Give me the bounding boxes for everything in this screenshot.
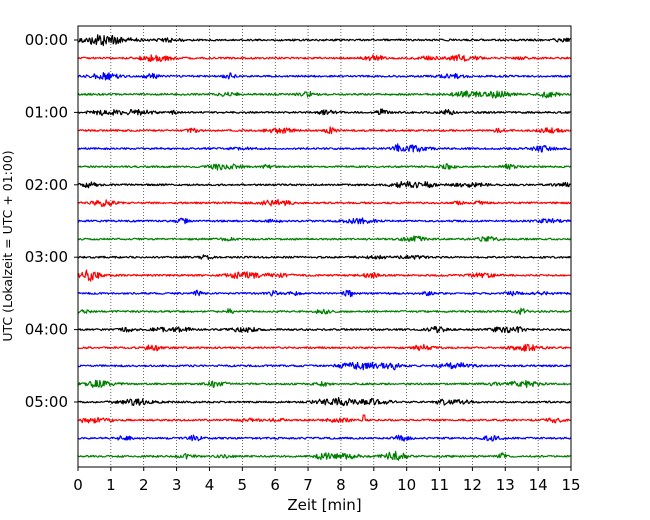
trace-row-4 — [77, 108, 572, 117]
trace-row-17 — [77, 343, 572, 352]
trace-row-2 — [77, 71, 572, 81]
trace-row-16 — [77, 325, 572, 334]
trace-row-6 — [77, 143, 572, 153]
y-tick-label-2: 02:00 — [25, 176, 68, 194]
x-tick-label-6: 6 — [270, 476, 280, 494]
x-tick-label-0: 0 — [73, 476, 83, 494]
trace-row-20 — [77, 396, 572, 407]
x-axis: 0 1 2 3 4 5 6 7 8 9 10 11 12 13 14 15 — [73, 467, 581, 494]
trace-row-21 — [77, 414, 572, 424]
x-tick-label-10: 10 — [397, 476, 416, 494]
x-tick-label-8: 8 — [336, 476, 346, 494]
y-axis: 00:00 01:00 02:00 03:00 04:00 05:00 — [25, 31, 78, 411]
trace-row-8 — [77, 180, 572, 189]
x-tick-label-4: 4 — [205, 476, 215, 494]
trace-row-18 — [77, 361, 572, 371]
trace-row-19 — [77, 379, 572, 389]
x-tick-label-2: 2 — [139, 476, 149, 494]
x-tick-label-9: 9 — [369, 476, 379, 494]
y-tick-label-1: 01:00 — [25, 103, 68, 121]
x-tick-label-7: 7 — [303, 476, 313, 494]
plot-frame — [77, 25, 572, 468]
y-tick-label-3: 03:00 — [25, 248, 68, 266]
trace-row-22 — [77, 434, 572, 442]
trace-row-11 — [77, 235, 572, 243]
trace-group — [77, 34, 572, 461]
trace-row-14 — [77, 289, 572, 298]
trace-row-12 — [77, 254, 572, 261]
x-tick-label-5: 5 — [238, 476, 248, 494]
trace-row-0 — [77, 34, 572, 47]
trace-row-1 — [77, 53, 572, 62]
y-tick-label-5: 05:00 — [25, 393, 68, 411]
y-axis-label: UTC (Lokalzeit = UTC + 01:00) — [0, 150, 15, 341]
x-tick-label-11: 11 — [430, 476, 449, 494]
x-tick-label-15: 15 — [561, 476, 580, 494]
x-tick-label-12: 12 — [463, 476, 482, 494]
trace-row-5 — [77, 126, 572, 135]
x-tick-label-3: 3 — [172, 476, 182, 494]
trace-row-15 — [77, 307, 572, 315]
trace-row-10 — [77, 217, 572, 225]
trace-row-3 — [77, 90, 572, 99]
trace-row-23 — [77, 450, 572, 461]
trace-row-9 — [77, 198, 572, 208]
x-tick-label-13: 13 — [496, 476, 515, 494]
y-tick-label-0: 00:00 — [25, 31, 68, 49]
x-tick-label-14: 14 — [529, 476, 548, 494]
x-axis-label: Zeit [min] — [287, 496, 361, 514]
trace-row-13 — [77, 269, 572, 282]
trace-row-7 — [77, 163, 572, 171]
x-tick-label-1: 1 — [106, 476, 116, 494]
y-tick-label-4: 04:00 — [25, 321, 68, 339]
